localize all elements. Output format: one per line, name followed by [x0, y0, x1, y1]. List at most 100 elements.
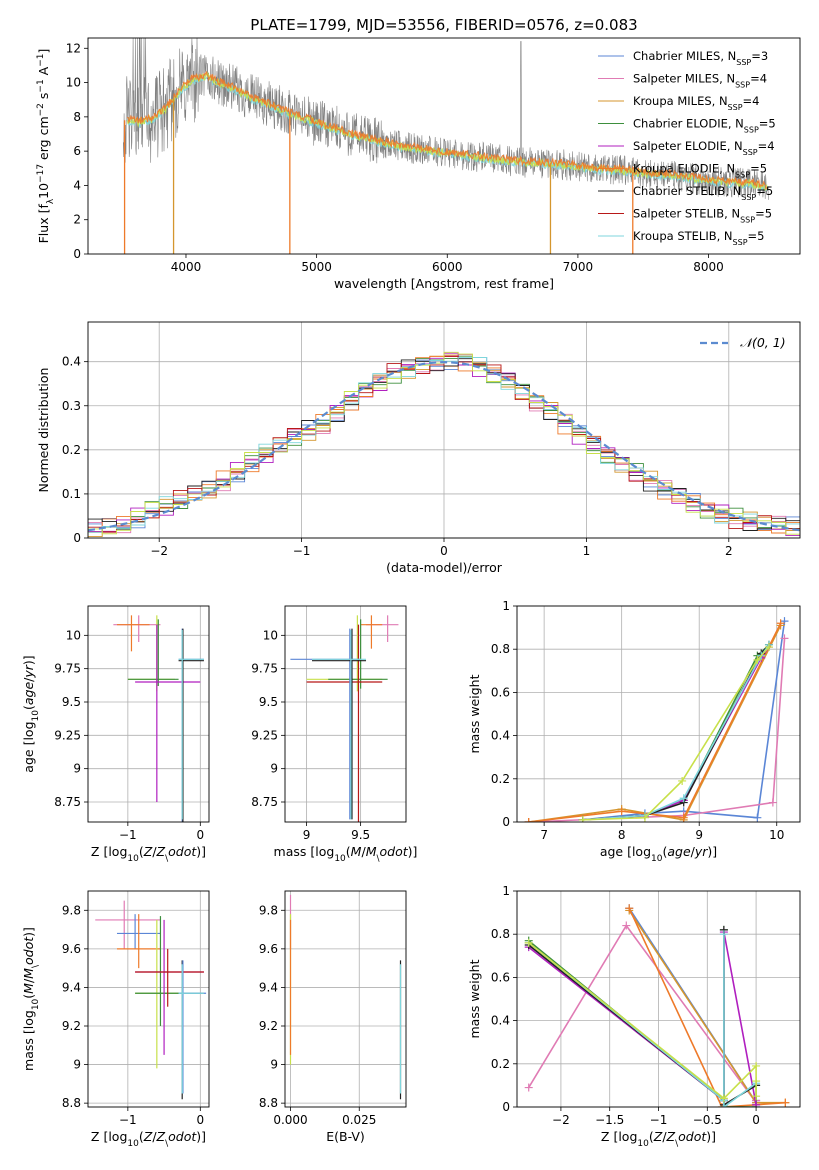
axis-label-y-part: −1 [36, 79, 46, 92]
tick-label-y: 9 [270, 1058, 278, 1072]
tick-label-y: 0.8 [491, 927, 510, 941]
tick-label-y: 9 [73, 1058, 81, 1072]
tick-label-x: 0 [196, 828, 204, 842]
legend-label: Salpeter STELIB, NSSP=5 [633, 207, 772, 225]
axis-label-x-part: )] [707, 844, 717, 859]
histogram-step [88, 351, 800, 538]
tick-label-y: 0.4 [491, 729, 510, 743]
tick-label-x: 0 [440, 544, 448, 558]
tick-label-y: 10 [66, 76, 81, 90]
axis-label-x-part: ( [139, 1129, 144, 1144]
axes-frame [516, 890, 801, 1108]
panel-mass_vs_ebv: 0.000 0.025 8.8 9 9.2 9.4 9.6 9.8 E(B-V) [259, 890, 407, 1144]
tick-label-y: 6 [73, 144, 81, 158]
tick-label-x: 8 [618, 828, 626, 842]
axes-frame [87, 605, 210, 823]
tick-label-y: 0 [73, 247, 81, 261]
series-line [528, 625, 782, 822]
tick-label-y: 10 [66, 628, 81, 642]
axis-label-y-part: −1 [36, 54, 46, 67]
tick-label-x: −1 [650, 1113, 668, 1127]
axis-label-x-part: age [667, 844, 691, 859]
tick-label-y: 1 [502, 884, 510, 898]
series-line [582, 646, 770, 821]
axis-label-x: Z [log10(Z/Z\odot)] [91, 844, 206, 864]
data-point [617, 807, 626, 816]
tick-label-y: 9 [73, 762, 81, 776]
axis-label-y: mass weight [467, 674, 482, 753]
data-point [719, 1103, 728, 1107]
axis-label-x: mass [log10(M/M\odot)] [274, 844, 418, 864]
data-point [768, 798, 777, 807]
axis-label-x-part: )] [408, 844, 418, 859]
tick-label-y: 9.6 [62, 942, 81, 956]
tick-label-y: 0.2 [62, 443, 81, 457]
axis-label-y-part: −2 [36, 103, 46, 116]
tick-label-y: 9.6 [259, 942, 278, 956]
tick-label-x: 0.025 [342, 1113, 376, 1127]
axis-label-x-part: )] [196, 1129, 206, 1144]
axes-frame [284, 890, 407, 1108]
data-point [753, 813, 762, 822]
legend: Chabrier MILES, NSSP=3 Salpeter MILES, NS… [598, 49, 776, 247]
axis-label-y: Flux [fλ10−17 erg cm−2 s−1 A−1] [36, 49, 56, 244]
data-point [752, 1077, 761, 1086]
legend-label: Kroupa STELIB, NSSP=5 [633, 229, 764, 247]
legend-label: Kroupa ELODIE, NSSP=5 [633, 162, 767, 180]
series-line [528, 929, 757, 1107]
axis-label-y-part: λ [46, 198, 56, 204]
tick-label-y: 8.8 [259, 1096, 278, 1110]
axis-label-x-part: / [691, 844, 696, 859]
normal-curve [88, 360, 800, 532]
data-point [640, 813, 649, 822]
tick-label-x: 6000 [432, 260, 463, 274]
tick-label-y: 9.8 [62, 903, 81, 917]
legend-label-sub: SSP [744, 125, 759, 134]
axis-label-x-part: )] [196, 844, 206, 859]
series-line [582, 644, 770, 821]
tick-label-y: 12 [66, 41, 81, 55]
tick-label-y: 2 [73, 213, 81, 227]
data-point [679, 794, 688, 803]
tick-label-x: 0 [752, 1113, 760, 1127]
data-point [524, 938, 533, 947]
plot-area [290, 615, 399, 822]
axis-label-y: Normed distribution [36, 368, 51, 493]
axis-label-x-part: yr [694, 844, 708, 859]
axis-label-x-part: Z [156, 1129, 166, 1144]
axis-label-y-part: odot [21, 936, 36, 965]
axis-label-y-part: M [21, 968, 36, 979]
axis-label-x-part: )] [706, 1129, 716, 1144]
tick-label-y: 1 [502, 599, 510, 613]
tick-label-y: 8.8 [62, 1096, 81, 1110]
axis-label-x-part: (data-model)/error [386, 560, 503, 575]
legend-label-sub: SSP [743, 148, 758, 157]
legend-label-sub: SSP [733, 238, 748, 247]
tick-label-y: 0.1 [62, 487, 81, 501]
legend-label: Chabrier MILES, NSSP=3 [633, 49, 768, 67]
panel-spectrum: 4000 5000 6000 7000 8000 0 2 4 6 8 10 12 wavelength … [36, 37, 801, 291]
tick-label-x: −2 [552, 1113, 570, 1127]
axis-label-y-part: )] [21, 927, 36, 937]
tick-label-y: 9.75 [251, 662, 278, 676]
axis-label-x-part: ( [662, 844, 667, 859]
tick-label-y: 0.2 [491, 772, 510, 786]
tick-label-x: −1.5 [595, 1113, 624, 1127]
data-point [753, 656, 762, 664]
axis-label-x-part: \ [675, 1139, 679, 1149]
axis-label-x-part: ( [649, 1129, 654, 1144]
axis-label-x-part: Z [143, 1129, 153, 1144]
axis-label-y-part: s [36, 93, 51, 104]
plot-area [95, 900, 207, 1100]
axis-label-x-part: wavelength [Angstrom, rest frame] [334, 276, 554, 291]
axis-label-x-part: 10 [651, 854, 663, 864]
series-line [582, 646, 770, 821]
data-point [752, 1092, 761, 1101]
axis-label-x-part: \ [165, 854, 169, 864]
data-point [764, 643, 773, 652]
axis-label-y-part: erg cm [36, 116, 51, 164]
axis-label-x-part: / [152, 844, 157, 859]
legend-label-tail: =5 [759, 117, 776, 131]
tick-label-x: −0.5 [693, 1113, 722, 1127]
